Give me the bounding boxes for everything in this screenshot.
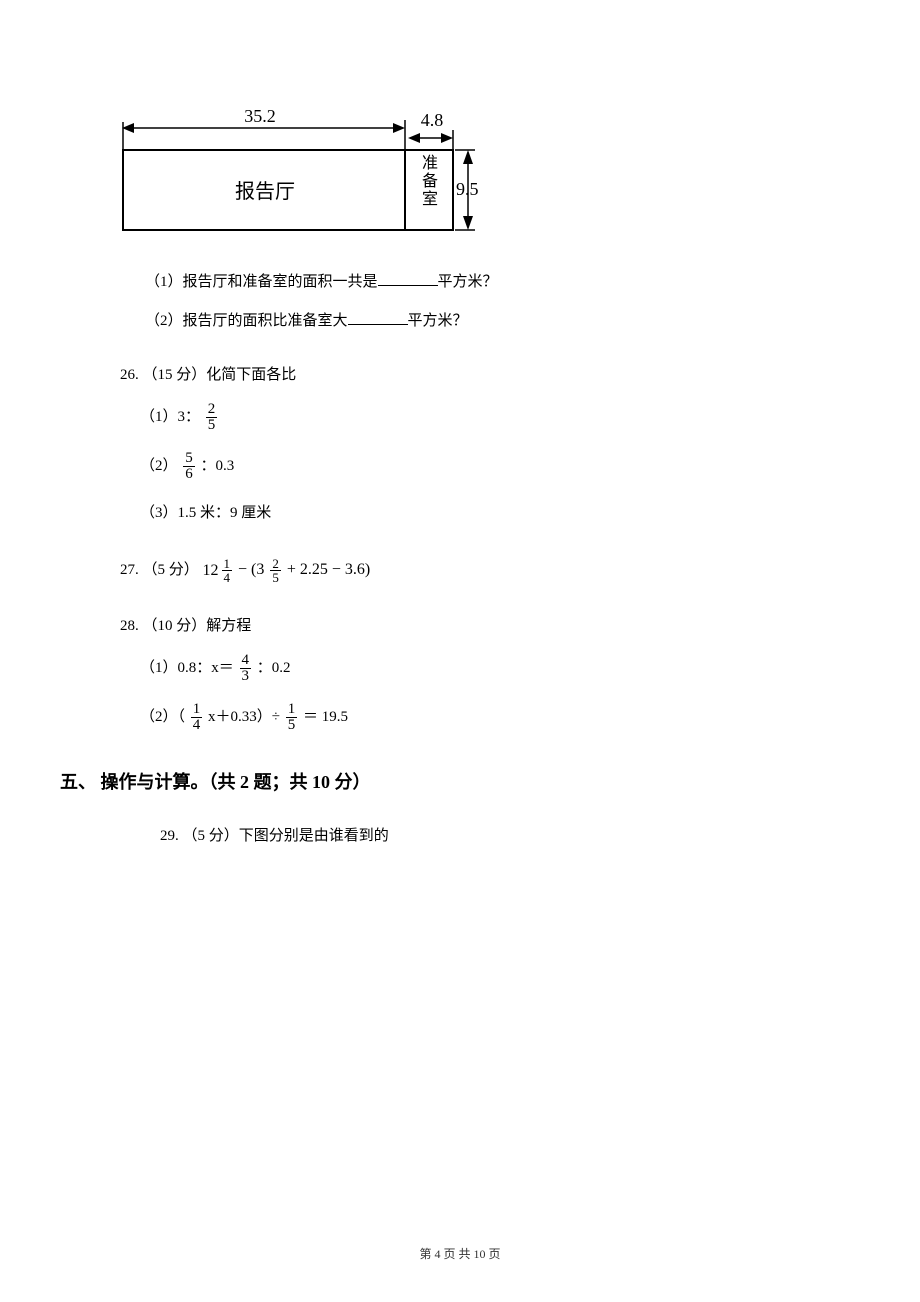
q29-text: 29. （5 分）下图分别是由谁看到的 bbox=[160, 824, 800, 845]
page-footer: 第 4 页 共 10 页 bbox=[0, 1245, 920, 1262]
svg-text:4.8: 4.8 bbox=[421, 110, 444, 130]
section5-title: 五、 操作与计算。（共 2 题；共 10 分） bbox=[60, 768, 800, 794]
svg-text:备: 备 bbox=[422, 172, 438, 190]
q26-part2-suffix: ：0.3 bbox=[201, 458, 235, 474]
q25-sub1: （1）报告厅和准备室的面积一共是 平方米？ bbox=[145, 270, 800, 294]
q27: 27. （5 分） 12 1 4 − (3 2 5 + 2.25 − 3.6) bbox=[120, 557, 800, 584]
fraction: 5 6 bbox=[183, 451, 195, 482]
q25-sub1-suffix: 平方米？ bbox=[438, 274, 498, 290]
fraction: 1 5 bbox=[286, 702, 298, 733]
q26-part2-prefix: （2） bbox=[140, 458, 178, 474]
q25-sub2-prefix: （2）报告厅的面积比准备室大 bbox=[145, 313, 348, 329]
q28-part2-mid: x＋0.33）÷ bbox=[208, 709, 284, 725]
fraction: 2 5 bbox=[206, 402, 218, 433]
fraction: 4 3 bbox=[240, 653, 252, 684]
svg-text:室: 室 bbox=[422, 190, 438, 208]
q25-sub2: （2）报告厅的面积比准备室大 平方米？ bbox=[145, 309, 800, 333]
q28-part2: （2）（ 1 4 x＋0.33）÷ 1 5 ＝ 19.5 bbox=[140, 702, 800, 733]
svg-text:准: 准 bbox=[422, 154, 438, 172]
q28-header: 28. （10 分）解方程 bbox=[120, 614, 800, 635]
q26-header: 26. （15 分）化简下面各比 bbox=[120, 363, 800, 384]
blank-field[interactable] bbox=[378, 271, 438, 286]
q28-part1: （1）0.8：x＝ 4 3 ：0.2 bbox=[140, 653, 800, 684]
q27-prefix: 27. （5 分） bbox=[120, 562, 199, 578]
svg-text:9.5: 9.5 bbox=[456, 179, 479, 199]
fraction: 1 4 bbox=[191, 702, 203, 733]
q26-part2: （2） 5 6 ：0.3 bbox=[140, 451, 800, 482]
q27-expression: 12 1 4 − (3 2 5 + 2.25 − 3.6) bbox=[203, 557, 371, 584]
floor-plan-diagram: 35.2 4.8 报告厅 准 备 室 9.5 bbox=[120, 100, 470, 240]
q28-part1-prefix: （1）0.8：x＝ bbox=[140, 660, 238, 676]
q26-part3: （3）1.5 米：9 厘米 bbox=[140, 500, 800, 527]
q28-part1-suffix: ：0.2 bbox=[257, 660, 291, 676]
svg-text:35.2: 35.2 bbox=[244, 106, 276, 126]
q28-part2-prefix: （2）（ bbox=[140, 709, 185, 725]
q28-part2-suffix: ＝ 19.5 bbox=[303, 709, 348, 725]
q26-part1: （1）3： 2 5 bbox=[140, 402, 800, 433]
q26-part1-prefix: （1）3： bbox=[140, 409, 200, 425]
svg-text:报告厅: 报告厅 bbox=[235, 180, 295, 203]
blank-field[interactable] bbox=[348, 310, 408, 325]
q25-sub2-suffix: 平方米？ bbox=[408, 313, 468, 329]
q25-sub1-prefix: （1）报告厅和准备室的面积一共是 bbox=[145, 274, 378, 290]
